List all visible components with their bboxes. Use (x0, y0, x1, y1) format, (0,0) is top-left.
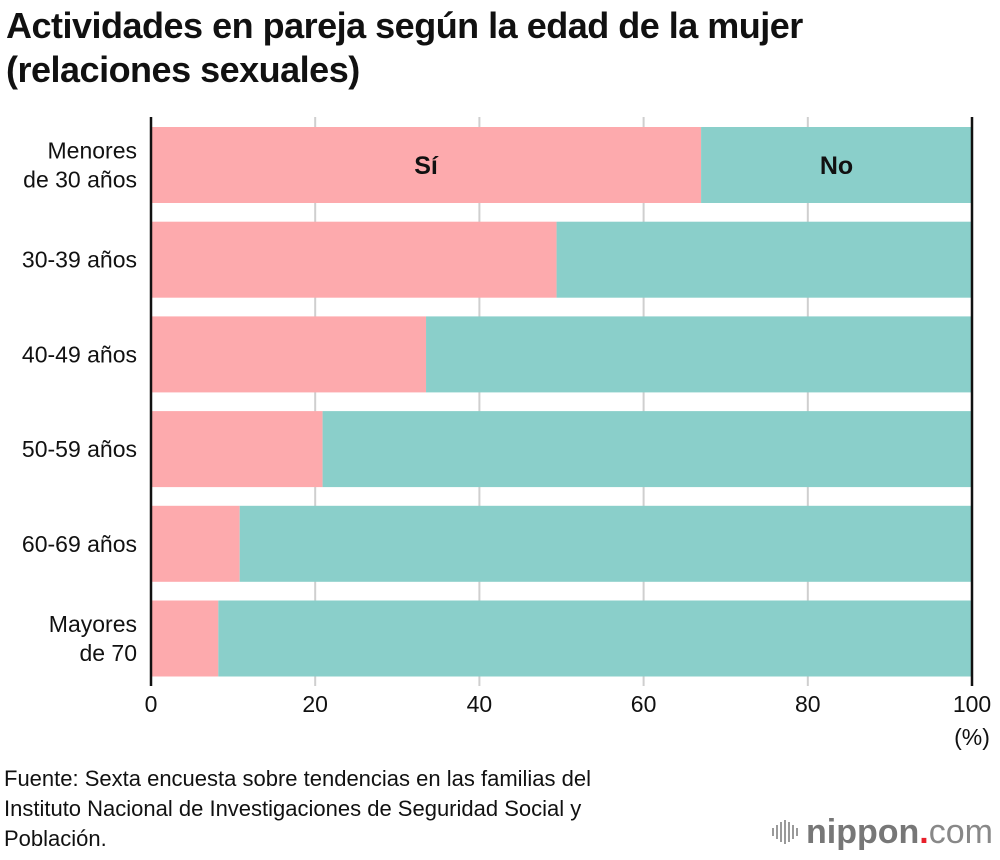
sound-wave-icon (772, 820, 798, 844)
category-label: 40-49 años (22, 341, 137, 367)
bars (151, 127, 973, 677)
x-tick-label: 60 (631, 691, 657, 717)
category-label: Menores de 30 años (23, 138, 137, 193)
bar-si (151, 411, 323, 488)
x-tick-label: 40 (467, 691, 493, 717)
source-line-2: Instituto Nacional de Investigaciones de… (4, 796, 582, 821)
category-label: 60-69 años (22, 531, 137, 557)
bar-si (151, 127, 702, 203)
bar-no (322, 411, 972, 488)
bar-no (239, 505, 973, 582)
source-line-1: Fuente: Sexta encuesta sobre tendencias … (4, 766, 592, 791)
x-unit-label: (%) (954, 724, 990, 750)
category-label-line: Mayores (49, 611, 137, 637)
gridlines (314, 117, 809, 686)
logo-wordmark: nippon.com (806, 813, 993, 852)
bar-no (701, 127, 972, 203)
category-label-line: 50-59 años (22, 436, 137, 462)
x-tick-label: 0 (145, 691, 158, 717)
category-label-line: 60-69 años (22, 531, 137, 557)
x-tick-label: 80 (795, 691, 821, 717)
labels: Sí No Menores de 30 años 30-39 años 40-49 año… (22, 138, 991, 751)
axes (149, 117, 974, 686)
source-note: Fuente: Sexta encuesta sobre tendencias … (4, 764, 764, 854)
logo-dot: . (919, 812, 929, 851)
stacked-bar-chart: Sí No Menores de 30 años 30-39 años 40-49 año… (22, 117, 991, 751)
bar-no (556, 221, 972, 298)
category-label-line: 30-39 años (22, 247, 137, 273)
category-label-line: de 70 (79, 640, 137, 666)
logo-name: nippon (806, 812, 920, 851)
x-tick-label: 100 (953, 691, 991, 717)
bar-si (151, 316, 427, 393)
bar-si (151, 505, 240, 582)
series-label: No (820, 152, 853, 180)
category-label: Mayores de 70 (49, 611, 137, 666)
bar-no (218, 600, 972, 677)
series-label: Sí (414, 152, 439, 180)
category-label-line: Menores (48, 138, 137, 164)
x-tick-label: 20 (302, 691, 328, 717)
category-label: 50-59 años (22, 436, 137, 462)
nippon-logo: nippon.com (772, 812, 993, 852)
bar-si (151, 600, 219, 677)
source-line-3: Población. (4, 826, 107, 851)
category-label: 30-39 años (22, 247, 137, 273)
chart-title: Actividades en pareja según la edad de l… (6, 4, 996, 92)
chart-title-line-1: Actividades en pareja según la edad de l… (6, 5, 803, 46)
bar-no (426, 316, 972, 393)
category-label-line: 40-49 años (22, 341, 137, 367)
logo-tld: com (928, 812, 993, 851)
bar-si (151, 221, 557, 298)
category-label-line: de 30 años (23, 167, 137, 193)
chart-title-line-2: (relaciones sexuales) (6, 49, 360, 90)
